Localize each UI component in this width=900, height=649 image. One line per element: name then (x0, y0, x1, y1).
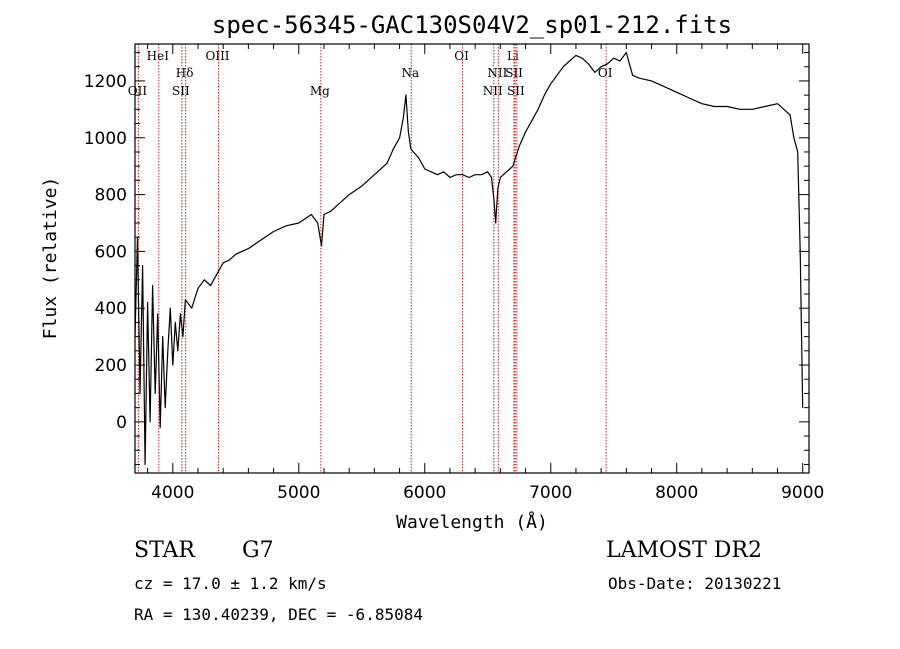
line-label: OII (128, 84, 148, 98)
line-label: OI (454, 49, 469, 63)
line-label: Mg (310, 84, 330, 98)
survey-name: LAMOST DR2 (606, 538, 762, 563)
line-label: NII (483, 84, 503, 98)
obs-date: Obs-Date: 20130221 (608, 574, 782, 593)
plot-frame (134, 43, 810, 474)
line-label: NII (487, 66, 507, 80)
y-tick-label: 600 (95, 242, 127, 262)
x-tick-label: 7000 (529, 483, 572, 503)
redshift-cz: cz = 17.0 ± 1.2 km/s (134, 574, 327, 593)
plot-series (134, 51, 804, 466)
x-tick-label: 9000 (781, 483, 824, 503)
y-tick-label: 0 (116, 413, 127, 433)
chart-title: spec-56345-GAC130S04V2_sp01-212.fits (212, 11, 732, 39)
x-axis-label: Wavelength (Å) (396, 511, 548, 533)
line-label: SII (507, 84, 525, 98)
line-label: SII (505, 66, 523, 80)
object-class: STAR (134, 538, 195, 563)
y-tick-label: 1000 (84, 129, 127, 149)
line-label: Li (507, 49, 519, 63)
y-axis-label: Flux (relative) (40, 177, 61, 340)
line-label: SII (172, 84, 190, 98)
line-label: OI (598, 66, 613, 80)
line-label: Hδ (176, 66, 194, 80)
x-tick-label: 6000 (403, 483, 446, 503)
x-tick-label: 5000 (277, 483, 320, 503)
line-label: HeI (147, 49, 170, 63)
object-subclass: G7 (242, 538, 274, 563)
y-tick-label: 800 (95, 186, 127, 206)
coordinates: RA = 130.40239, DEC = -6.85084 (134, 605, 423, 624)
line-label: OIII (205, 49, 229, 63)
x-tick-label: 4000 (151, 483, 194, 503)
y-tick-label: 400 (95, 299, 127, 319)
y-tick-label: 1200 (84, 72, 127, 92)
x-tick-label: 8000 (655, 483, 698, 503)
y-tick-label: 200 (95, 356, 127, 376)
axis-ticks: 4000 5000 6000 7000 8000 9000 0 200 400 600 800 100… (84, 44, 824, 503)
line-label: Na (401, 66, 419, 80)
spectrum-line (134, 51, 804, 466)
